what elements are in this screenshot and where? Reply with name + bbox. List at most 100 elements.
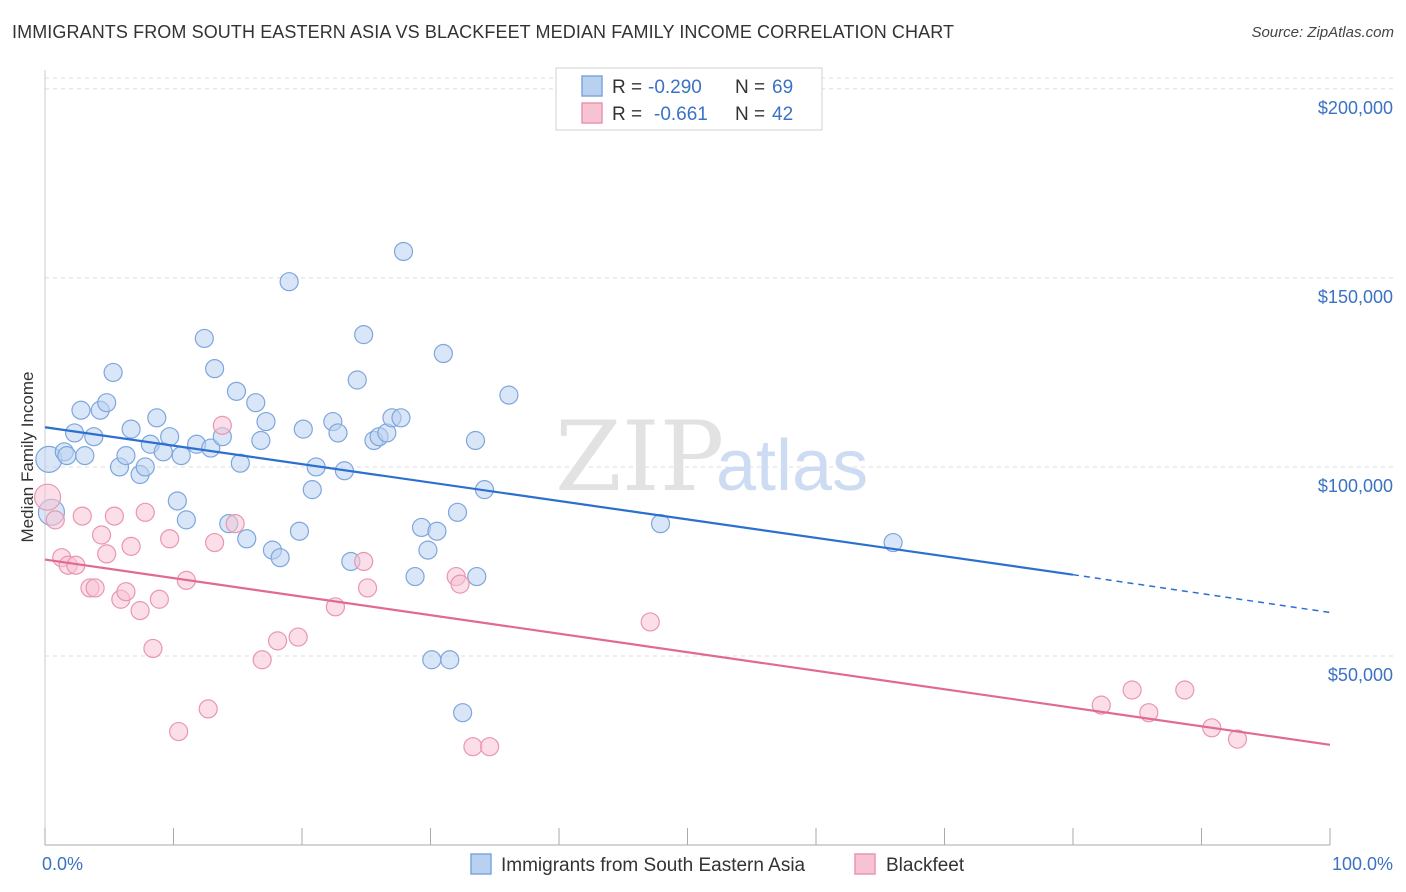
data-point [440, 650, 460, 670]
bottom-legend-label-blue: Immigrants from South Eastern Asia [501, 855, 806, 876]
data-point [147, 408, 167, 428]
data-point [72, 506, 92, 526]
source-label: Source: ZipAtlas.com [1251, 24, 1394, 41]
data-point [357, 578, 378, 598]
data-point [433, 343, 453, 364]
data-point [267, 631, 288, 651]
data-point [91, 525, 112, 545]
data-point [160, 529, 180, 549]
y-tick-label: $150,000 [1318, 287, 1393, 307]
data-point [167, 491, 187, 511]
data-point [405, 566, 425, 587]
data-point [169, 721, 189, 742]
data-point [121, 536, 141, 556]
data-point [130, 601, 150, 621]
data-point [205, 532, 225, 553]
chart-title: IMMIGRANTS FROM SOUTH EASTERN ASIA VS BL… [12, 22, 955, 42]
data-point [84, 427, 104, 447]
data-point [97, 544, 117, 564]
data-point [85, 578, 105, 598]
trend-lines [44, 426, 1331, 746]
data-point [391, 408, 411, 428]
data-point [75, 446, 95, 466]
data-point [252, 650, 272, 670]
data-point [467, 566, 487, 587]
legend-r-label-2: R = [612, 104, 642, 125]
data-point [328, 423, 348, 443]
data-point [176, 510, 196, 530]
data-point [279, 272, 299, 292]
data-point [194, 328, 214, 349]
data-point [237, 529, 257, 549]
data-point [293, 419, 313, 439]
data-point [465, 430, 486, 451]
y-tick-label: $200,000 [1318, 98, 1393, 118]
series-blackfeet-points [33, 415, 1248, 757]
y-tick-labels: $50,000 $100,000 $150,000 $200,000 [1318, 98, 1393, 685]
legend-swatch-blue [581, 75, 603, 97]
data-point [135, 457, 155, 477]
data-point [116, 446, 136, 466]
data-point [246, 393, 266, 413]
trend-line-immigrants-extension [1072, 573, 1331, 614]
data-point [1175, 680, 1195, 700]
data-point [198, 699, 218, 719]
bottom-legend-swatch-pink [854, 853, 876, 875]
data-point [354, 325, 374, 345]
data-point [302, 480, 322, 500]
data-point [1227, 729, 1248, 749]
data-point [450, 574, 470, 594]
legend-n-label-2: N = [735, 104, 765, 125]
data-point [447, 502, 468, 522]
data-point [226, 381, 247, 401]
x-axis-ticks [44, 828, 1331, 845]
data-point [256, 411, 276, 432]
x-tick-label-min: 0.0% [42, 854, 83, 874]
data-point [480, 737, 500, 757]
data-point [1091, 695, 1111, 715]
data-point [143, 638, 163, 659]
y-axis-label: Median Family Income [18, 371, 37, 542]
y-tick-label: $100,000 [1318, 476, 1393, 496]
data-point [71, 400, 91, 420]
trend-line-immigrants [44, 426, 1074, 576]
data-point [135, 502, 155, 522]
data-point [427, 521, 447, 541]
data-point [270, 548, 290, 568]
data-point [104, 506, 124, 526]
bottom-legend-label-pink: Blackfeet [886, 855, 965, 876]
y-tick-label: $50,000 [1328, 665, 1393, 685]
data-point [453, 703, 473, 723]
data-point [288, 627, 308, 647]
bottom-legend-swatch-blue [470, 853, 492, 875]
data-point [418, 540, 438, 560]
data-point [33, 483, 62, 511]
legend-r-label-1: R = [612, 77, 642, 98]
data-point [171, 446, 191, 466]
data-point [883, 532, 903, 553]
legend-n-value-2: 42 [772, 104, 793, 125]
legend-swatch-pink [581, 102, 603, 124]
watermark: ZIP atlas [555, 401, 868, 513]
watermark-zip: ZIP [555, 401, 724, 513]
legend-box: R = -0.290 N = 69 R = -0.661 N = 42 [555, 67, 823, 131]
legend-n-value-1: 69 [772, 77, 793, 98]
bottom-legend: Immigrants from South Eastern Asia Black… [470, 853, 965, 876]
data-point [463, 737, 483, 757]
trend-line-blackfeet [44, 558, 1331, 746]
data-point [212, 415, 232, 435]
legend-r-value-1: -0.290 [648, 77, 702, 98]
gridlines [45, 77, 1395, 657]
data-point [251, 430, 271, 451]
legend-n-label-1: N = [735, 77, 765, 98]
data-point [103, 362, 123, 383]
data-point [45, 510, 65, 530]
data-point [422, 650, 442, 670]
data-point [354, 551, 374, 572]
data-point [149, 589, 169, 609]
data-point [116, 582, 136, 602]
data-point [640, 612, 660, 632]
data-point [97, 393, 117, 413]
data-point [1122, 680, 1142, 700]
